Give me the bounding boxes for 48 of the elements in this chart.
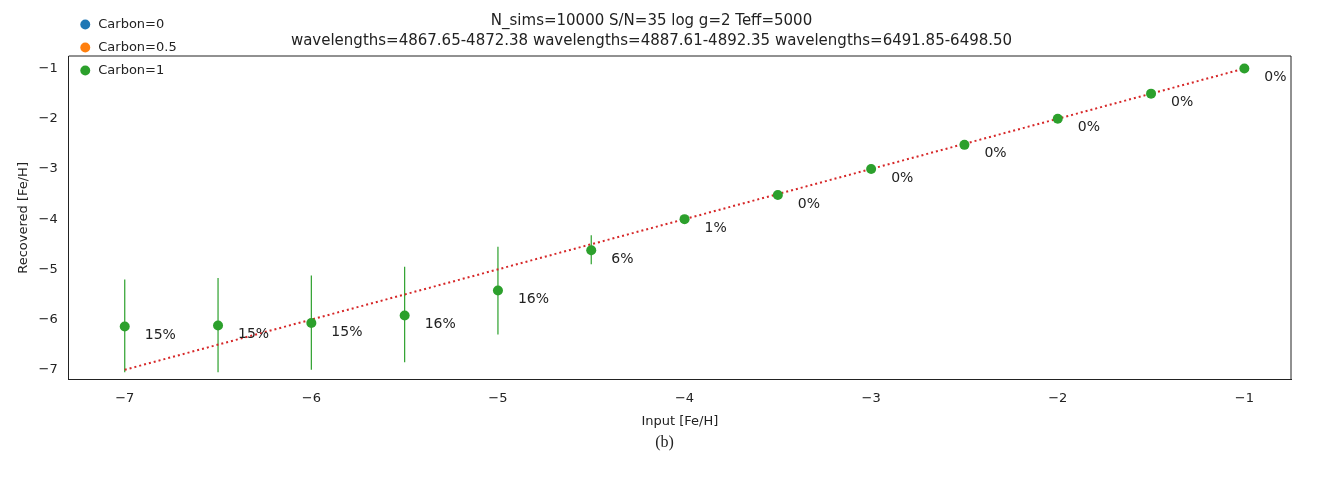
point xyxy=(399,310,410,321)
x-tick-label: −4 xyxy=(674,389,695,405)
x-tick-label: −1 xyxy=(1234,389,1254,405)
x-tick-label: −2 xyxy=(1048,389,1068,405)
point xyxy=(1052,113,1063,124)
annotation: 15% xyxy=(331,322,363,339)
chart-title: N_sims=10000 S/N=35 log g=2 Teff=5000 xyxy=(490,10,813,30)
point xyxy=(492,285,503,296)
point xyxy=(959,139,970,150)
x-tick-label: −6 xyxy=(301,389,321,405)
y-tick-label: −6 xyxy=(38,310,58,326)
point xyxy=(772,190,783,201)
annotation: 0% xyxy=(984,144,1007,161)
annotation: 0% xyxy=(1171,93,1194,110)
point xyxy=(213,320,224,331)
y-axis-title: Recovered [Fe/H] xyxy=(15,162,31,274)
x-axis-title: Input [Fe/H] xyxy=(641,412,719,428)
text: (b) xyxy=(654,433,675,451)
y-tick-label: −7 xyxy=(38,361,58,377)
y-tick-label: −4 xyxy=(38,210,58,226)
annotation: 0% xyxy=(1264,68,1287,85)
annotation: 6% xyxy=(611,249,634,266)
annotation: 0% xyxy=(797,194,821,211)
x-tick-label: −3 xyxy=(861,389,881,405)
annotation: 15% xyxy=(144,326,176,343)
legend-label: Carbon=0 xyxy=(98,15,165,31)
y-tick-label: −1 xyxy=(38,59,58,75)
point xyxy=(679,214,690,225)
annotation: 0% xyxy=(1077,118,1100,135)
point xyxy=(1146,88,1157,99)
legend-label: Carbon=1 xyxy=(98,61,165,77)
point xyxy=(119,321,130,332)
annotation: 15% xyxy=(238,325,270,342)
point xyxy=(1239,63,1250,74)
point xyxy=(586,245,597,256)
chart-subtitle: wavelengths=4867.65-4872.38 wavelengths=4887.61-4892.35 wavelengths=6491.85-6498.50 xyxy=(290,30,1013,49)
x-tick-label: −7 xyxy=(115,389,135,405)
point xyxy=(866,163,877,174)
annotation: 1% xyxy=(704,218,727,235)
annotation: 16% xyxy=(517,290,550,307)
y-tick-label: −5 xyxy=(38,260,58,276)
y-tick-label: −2 xyxy=(38,110,58,126)
x-tick-label: −5 xyxy=(488,389,508,405)
point xyxy=(306,318,317,329)
y-tick-label: −3 xyxy=(38,160,58,176)
annotation: 16% xyxy=(424,315,456,332)
legend-label: Carbon=0.5 xyxy=(98,38,177,54)
annotation: 0% xyxy=(891,168,914,185)
